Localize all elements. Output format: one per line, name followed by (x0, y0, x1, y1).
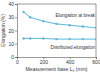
series-label: Elongation at break (55, 13, 95, 18)
tick-label: 40 (8, 1, 14, 7)
frame (96, 4, 97, 57)
tick-mark (15, 31, 17, 32)
frame (17, 4, 96, 5)
tick: 600 (92, 57, 100, 65)
tick-label: 600 (92, 59, 100, 65)
tick: 0 (11, 54, 17, 60)
marker (95, 38, 96, 40)
marker (22, 37, 24, 39)
y-axis: 0 10 20 30 40 (8, 1, 17, 60)
series-label: Distributed elongation (51, 45, 96, 50)
tick-label: 0 (11, 54, 14, 60)
marks (22, 11, 96, 41)
axis-line (15, 5, 18, 58)
axis-line (18, 58, 97, 60)
tick-label: 10 (8, 41, 14, 47)
marker (29, 16, 31, 18)
tick-label: 400 (66, 59, 75, 65)
marker (82, 38, 84, 40)
series-line (24, 12, 96, 28)
tick-mark (15, 57, 17, 58)
tick: 20 (8, 28, 17, 34)
marker (95, 27, 96, 29)
tick: 400 (66, 57, 75, 65)
tick-label: 0 (16, 59, 19, 65)
marker (42, 37, 44, 39)
plot: 0 200 400 600 0 10 20 30 40 Elongation at break Di… (8, 1, 100, 64)
x-axis-title: Measurement base L₀ (mm) (25, 66, 87, 72)
marker (22, 11, 24, 13)
tick: 10 (8, 41, 17, 47)
marker (42, 20, 44, 22)
tick-label: 20 (8, 28, 14, 34)
marker (68, 24, 70, 26)
marker (82, 25, 84, 27)
x-axis: 0 200 400 600 (16, 57, 100, 65)
marker (55, 23, 57, 25)
tick-label: 30 (8, 14, 14, 20)
tick-mark (15, 44, 17, 45)
tick: 30 (8, 14, 17, 20)
series-line (24, 38, 96, 40)
y-axis-title: Elongation (%) (0, 14, 6, 47)
tick: 200 (40, 57, 49, 65)
marker (29, 37, 31, 39)
marker (55, 38, 57, 40)
tick-mark (15, 17, 17, 18)
tick-mark (15, 4, 17, 5)
marker (68, 38, 70, 40)
tick-label: 200 (40, 59, 49, 65)
tick: 40 (8, 1, 17, 7)
chart: 0 200 400 600 0 10 20 30 40 Elongation at break Di… (0, 0, 100, 72)
tick: 0 (16, 57, 19, 65)
